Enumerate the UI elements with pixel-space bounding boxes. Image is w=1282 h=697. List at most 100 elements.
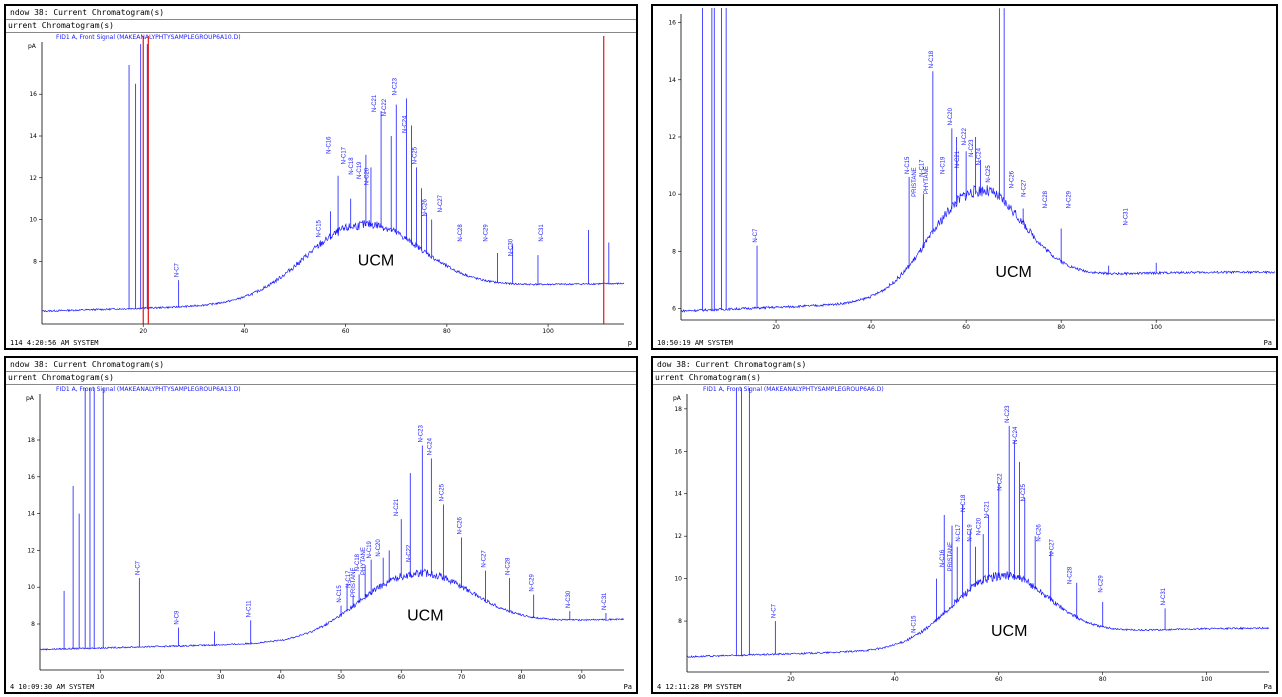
chromatogram-panel-4: dow 38: Current Chromatogram(s) urrent C… <box>651 356 1278 694</box>
footer-timestamp: 114 4:20:56 AM SYSTEM <box>10 339 99 347</box>
y-tick-label: 12 <box>29 175 37 182</box>
y-tick-label: 16 <box>668 20 676 27</box>
y-tick-label: 16 <box>27 474 35 481</box>
x-tick-label: 80 <box>518 674 526 681</box>
peak-label: N-C19 <box>367 540 373 558</box>
divider <box>6 384 636 385</box>
divider <box>653 371 1276 372</box>
peak-label: N-C28 <box>1043 190 1049 208</box>
peak-label: N-C27 <box>438 194 444 212</box>
x-tick-label: 40 <box>891 676 899 683</box>
peak-label: N-C29 <box>1099 575 1105 593</box>
peak-label: N-C16 <box>940 549 946 567</box>
x-tick-label: 20 <box>139 328 147 335</box>
peak-label: N-C17 <box>956 524 962 542</box>
peak-label: N-C22 <box>382 98 388 116</box>
y-tick-label: 18 <box>27 437 35 444</box>
x-tick-label: 100 <box>1150 324 1162 331</box>
peak-label: N-C26 <box>423 199 429 217</box>
peak-label: N-C24 <box>976 147 982 165</box>
y-tick-label: 10 <box>27 584 35 591</box>
chromatogram-panel-3: ndow 38: Current Chromatogram(s) urrent … <box>4 356 638 694</box>
peak-label: N-C15 <box>316 219 322 237</box>
peak-label: PRISTANE <box>948 542 954 572</box>
x-tick-label: 20 <box>772 324 780 331</box>
y-tick-label: 8 <box>31 621 35 628</box>
x-tick-label: 80 <box>1057 324 1065 331</box>
peak-label: PHYTANE <box>924 166 930 194</box>
peak-label: N-C25 <box>413 146 419 164</box>
signal-trace <box>680 184 1276 313</box>
peak-label: N-C17 <box>342 146 348 164</box>
y-tick-label: 10 <box>29 217 37 224</box>
sub-title: urrent Chromatogram(s) <box>655 373 761 382</box>
peak-label: N-C27 <box>482 550 488 568</box>
peak-label: N-C24 <box>402 115 408 133</box>
peak-label: N-C18 <box>929 50 935 68</box>
peak-label: N-C31 <box>1161 587 1167 605</box>
y-unit-label: pA <box>28 43 37 50</box>
peak-label: N-C19 <box>941 156 947 174</box>
peak-label: N-C17 <box>919 159 925 177</box>
divider <box>6 32 636 33</box>
y-tick-label: 16 <box>674 448 682 455</box>
peak-label: N-C30 <box>566 590 572 608</box>
peak-label: N-C29 <box>483 224 489 242</box>
peak-label: N-C25 <box>1021 483 1027 501</box>
peak-label: N-C27 <box>1022 179 1028 197</box>
y-unit-label: pA <box>673 395 682 402</box>
y-tick-label: 8 <box>672 248 676 255</box>
footer-right: Pa <box>1263 683 1272 691</box>
peak-label: PRISTANE <box>912 167 918 197</box>
peak-label: N-C28 <box>458 224 464 242</box>
footer-timestamp: 4 12:11:28 PM SYSTEM <box>657 683 742 691</box>
peak-label: N-C20 <box>364 167 370 185</box>
peak-label: N-C20 <box>376 539 382 557</box>
peak-label: N-C26 <box>1010 170 1016 188</box>
x-tick-label: 40 <box>277 674 285 681</box>
peak-label: N-C26 <box>1036 524 1042 542</box>
peak-label: N-C15 <box>337 585 343 603</box>
y-tick-label: 10 <box>674 576 682 583</box>
ucm-label: UCM <box>358 253 394 270</box>
y-tick-label: 12 <box>27 547 35 554</box>
peak-label: N-C31 <box>1124 207 1130 225</box>
sub-title: urrent Chromatogram(s) <box>8 21 114 30</box>
peak-label: N-C23 <box>1005 405 1011 423</box>
x-tick-label: 50 <box>337 674 345 681</box>
peak-label: N-C23 <box>418 425 424 443</box>
ucm-label: UCM <box>995 264 1031 281</box>
divider <box>653 384 1276 385</box>
y-tick-label: 18 <box>674 406 682 413</box>
y-tick-label: 16 <box>29 91 37 98</box>
peak-label: N-C27 <box>1049 539 1055 557</box>
signal-label: FID1 A, Front Signal (MAKEANALYPHTYSAMPL… <box>56 386 241 393</box>
peak-label: N-C16 <box>326 136 332 154</box>
peak-label: N-C25 <box>986 165 992 183</box>
y-tick-label: 10 <box>668 191 676 198</box>
x-tick-label: 30 <box>217 674 225 681</box>
window-title: ndow 38: Current Chromatogram(s) <box>10 8 165 17</box>
signal-trace <box>686 571 1270 658</box>
peak-label: N-C23 <box>392 77 398 95</box>
x-tick-label: 10 <box>96 674 104 681</box>
peak-label: N-C22 <box>406 544 412 562</box>
peak-label: N-C28 <box>1068 566 1074 584</box>
window-title: ndow 38: Current Chromatogram(s) <box>10 360 165 369</box>
ucm-label: UCM <box>991 623 1027 640</box>
x-tick-label: 20 <box>787 676 795 683</box>
peak-label: N-C25 <box>439 483 445 501</box>
footer-right: p <box>627 339 632 347</box>
footer-timestamp: 4 10:09:30 AM SYSTEM <box>10 683 95 691</box>
peak-label: N-C22 <box>997 473 1003 491</box>
peak-label: N-C20 <box>977 517 983 535</box>
peak-label: N-C15 <box>912 615 918 633</box>
peak-label: N-C18 <box>349 157 355 175</box>
peak-label: N-C24 <box>1013 426 1019 444</box>
peak-label: PRISTANE <box>351 568 357 598</box>
signal-trace <box>41 219 625 313</box>
peak-label: PHYTANE <box>361 547 367 575</box>
sub-title: urrent Chromatogram(s) <box>8 373 114 382</box>
y-tick-label: 6 <box>672 306 676 313</box>
peak-label: N-C19 <box>357 161 363 179</box>
